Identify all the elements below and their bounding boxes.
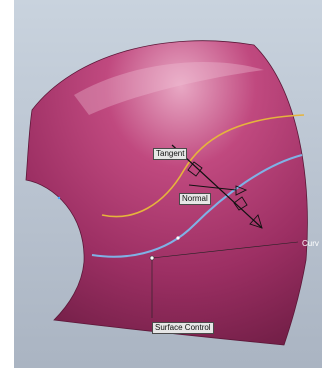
- normal-label: Normal: [179, 193, 211, 205]
- surface-highlight: [74, 62, 264, 115]
- curve-label: Curv: [302, 239, 319, 248]
- normal-curve[interactable]: [91, 154, 303, 258]
- surface-scene[interactable]: [14, 0, 322, 368]
- construction-line-horizontal: [151, 241, 299, 259]
- surface-control-label: Surface Control: [152, 322, 214, 334]
- control-point[interactable]: [149, 255, 155, 261]
- edge-marker: [57, 196, 61, 200]
- tangent-label: Tangent: [153, 148, 188, 160]
- tangent-curve[interactable]: [101, 114, 305, 218]
- 3d-viewport[interactable]: Tangent Normal Curv Surface Control: [14, 0, 322, 368]
- control-point-secondary[interactable]: [176, 236, 180, 240]
